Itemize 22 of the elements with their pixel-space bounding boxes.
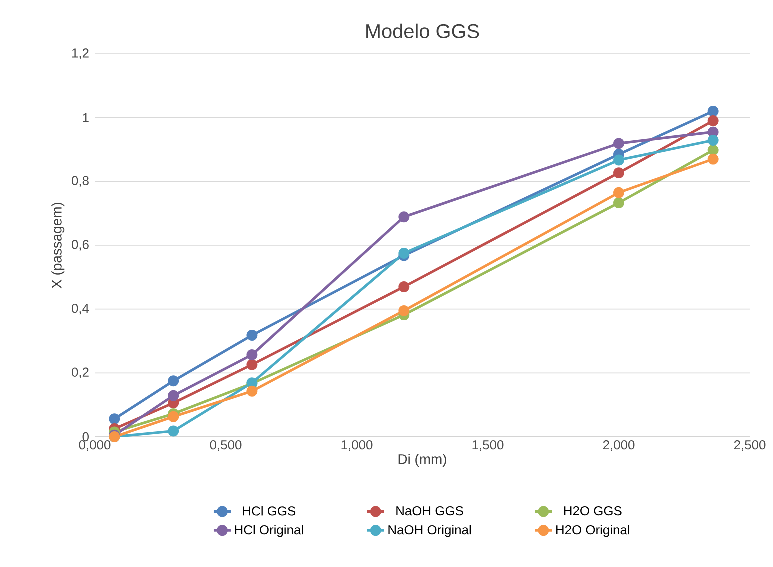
legend-label: HCl GGS <box>243 506 296 516</box>
x-tick-label: 0,000 <box>79 440 111 452</box>
chart-title: Modelo GGS <box>366 24 480 38</box>
x-tick-label: 2,000 <box>603 440 635 452</box>
y-tick-label: 0,4 <box>72 304 90 315</box>
x-tick-label: 1,000 <box>342 440 373 452</box>
y-tick-label: 1 <box>83 113 89 122</box>
y-tick-label: 0,6 <box>72 240 89 251</box>
x-tick-label: 0,500 <box>210 440 242 452</box>
y-tick-label: 0,2 <box>72 368 89 379</box>
legend-label: NaOH GGS <box>396 506 464 516</box>
x-axis-title: Di (mm) <box>398 454 446 468</box>
legend-label: H2O GGS <box>564 506 622 516</box>
y-tick-label: 0 <box>82 432 89 442</box>
legend-label: HCl Original <box>235 525 304 538</box>
x-tick-label: 1,500 <box>472 440 504 452</box>
x-tick-label: 2,500 <box>734 440 766 452</box>
y-axis-title: X (passagem) <box>52 202 65 289</box>
y-tick-label: 0,8 <box>72 176 89 188</box>
legend-label: NaOH Original <box>388 525 471 538</box>
legend-label: H2O Original <box>556 525 630 538</box>
y-tick-label: 1,2 <box>72 48 89 60</box>
